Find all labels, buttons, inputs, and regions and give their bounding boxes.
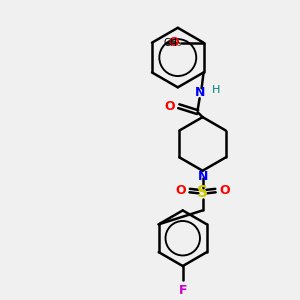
Text: O: O <box>220 184 230 197</box>
Text: CH₃: CH₃ <box>164 38 182 48</box>
Text: H: H <box>212 85 220 95</box>
Text: S: S <box>197 185 208 200</box>
Text: F: F <box>178 284 187 297</box>
Text: N: N <box>197 170 208 183</box>
Text: N: N <box>194 86 205 99</box>
Text: O: O <box>164 100 175 113</box>
Text: O: O <box>168 36 179 49</box>
Text: O: O <box>175 184 186 197</box>
